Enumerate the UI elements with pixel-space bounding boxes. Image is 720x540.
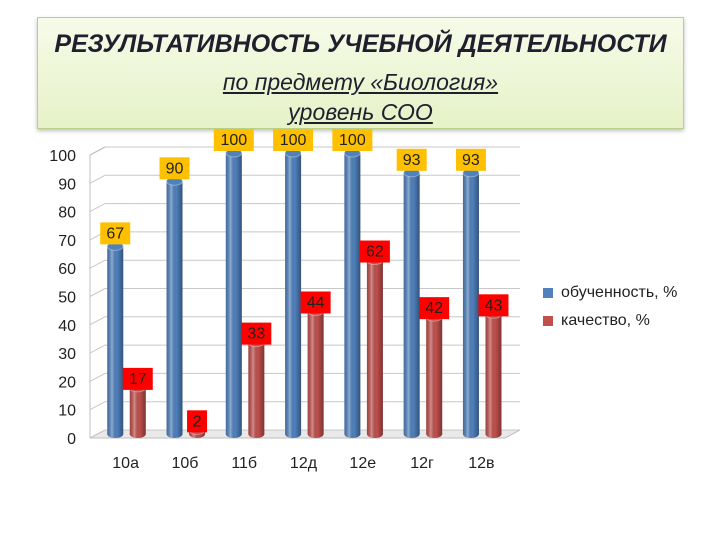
svg-text:42: 42 [425, 300, 443, 317]
data-label: 2 [187, 410, 208, 433]
y-tick-label: 90 [58, 176, 76, 193]
x-tick-label: 12г [410, 455, 434, 472]
y-tick-label: 0 [67, 431, 76, 448]
bar-training-3 [284, 148, 302, 438]
y-tick-label: 50 [58, 290, 76, 307]
svg-text:93: 93 [462, 152, 480, 169]
data-label: 33 [241, 322, 272, 345]
svg-text:62: 62 [366, 244, 384, 261]
legend-item-quality: качество, % [543, 307, 677, 335]
gridline [89, 344, 520, 354]
gridline [89, 401, 520, 411]
legend-label-training: обученность, % [561, 284, 678, 301]
bar-training-5 [403, 168, 421, 438]
legend-swatch-training [543, 288, 553, 298]
data-label: 90 [159, 157, 190, 180]
svg-text:100: 100 [280, 132, 307, 149]
data-label: 62 [359, 240, 390, 263]
data-label: 100 [273, 129, 314, 151]
title-banner: РЕЗУЛЬТАТИВНОСТЬ УЧЕБНОЙ ДЕЯТЕЛЬНОСТИ по… [37, 17, 684, 129]
y-tick-label: 40 [58, 318, 76, 335]
gridline [89, 174, 520, 184]
data-label: 100 [213, 129, 254, 151]
svg-text:100: 100 [339, 132, 366, 149]
x-tick-label: 12е [349, 455, 376, 472]
bar-quality-5 [425, 312, 443, 438]
svg-text:44: 44 [307, 294, 325, 311]
chart-legend: обученность, % качество, % [543, 279, 677, 335]
title-line-3: уровень СОО [288, 99, 433, 125]
svg-text:2: 2 [193, 413, 202, 430]
bar-quality-4 [366, 256, 384, 438]
x-tick-label: 11б [231, 455, 257, 472]
svg-text:67: 67 [106, 225, 124, 242]
data-label: 67 [100, 222, 131, 245]
bar-training-4 [343, 148, 361, 438]
gridline [89, 231, 520, 241]
legend-swatch-quality [543, 316, 553, 326]
y-tick-label: 70 [58, 233, 76, 250]
data-label: 17 [122, 367, 153, 390]
legend-item-training: обученность, % [543, 279, 677, 307]
gridline [89, 316, 520, 326]
x-tick-label: 12в [468, 455, 494, 472]
data-label: 93 [455, 148, 486, 171]
y-tick-label: 20 [58, 374, 76, 391]
data-label: 43 [478, 294, 509, 317]
gridline [89, 372, 520, 382]
x-tick-label: 10а [112, 455, 139, 472]
svg-text:33: 33 [247, 326, 265, 343]
bar-quality-0 [129, 383, 147, 438]
bar-quality-3 [307, 306, 325, 438]
x-tick-label: 10б [171, 455, 198, 472]
svg-text:100: 100 [220, 132, 247, 149]
gridline [89, 203, 520, 213]
y-axis-line [89, 146, 106, 438]
y-tick-label: 100 [49, 148, 76, 165]
title-line-1: РЕЗУЛЬТАТИВНОСТЬ УЧЕБНОЙ ДЕЯТЕЛЬНОСТИ [54, 30, 667, 58]
legend-label-quality: качество, % [561, 312, 650, 329]
data-label: 42 [419, 297, 450, 320]
x-tick-label: 12д [290, 455, 318, 472]
y-tick-label: 10 [58, 403, 76, 420]
data-label: 93 [396, 148, 427, 171]
data-label: 100 [332, 129, 373, 151]
svg-text:43: 43 [485, 297, 503, 314]
y-tick-label: 30 [58, 346, 76, 363]
gridline [89, 259, 520, 269]
data-label: 44 [300, 291, 331, 314]
bar-training-6 [462, 168, 480, 438]
bar-training-1 [166, 176, 184, 438]
svg-text:17: 17 [129, 371, 147, 388]
bar-quality-2 [247, 338, 265, 438]
y-tick-label: 80 [58, 205, 76, 222]
title-line-2: по предмету «Биология» [222, 69, 499, 95]
bar-training-2 [225, 148, 243, 438]
bar-quality-6 [484, 309, 502, 438]
svg-text:90: 90 [166, 160, 184, 177]
svg-text:93: 93 [403, 152, 421, 169]
y-tick-label: 60 [58, 261, 76, 278]
bar-training-0 [106, 241, 124, 438]
chart-floor [89, 429, 521, 439]
